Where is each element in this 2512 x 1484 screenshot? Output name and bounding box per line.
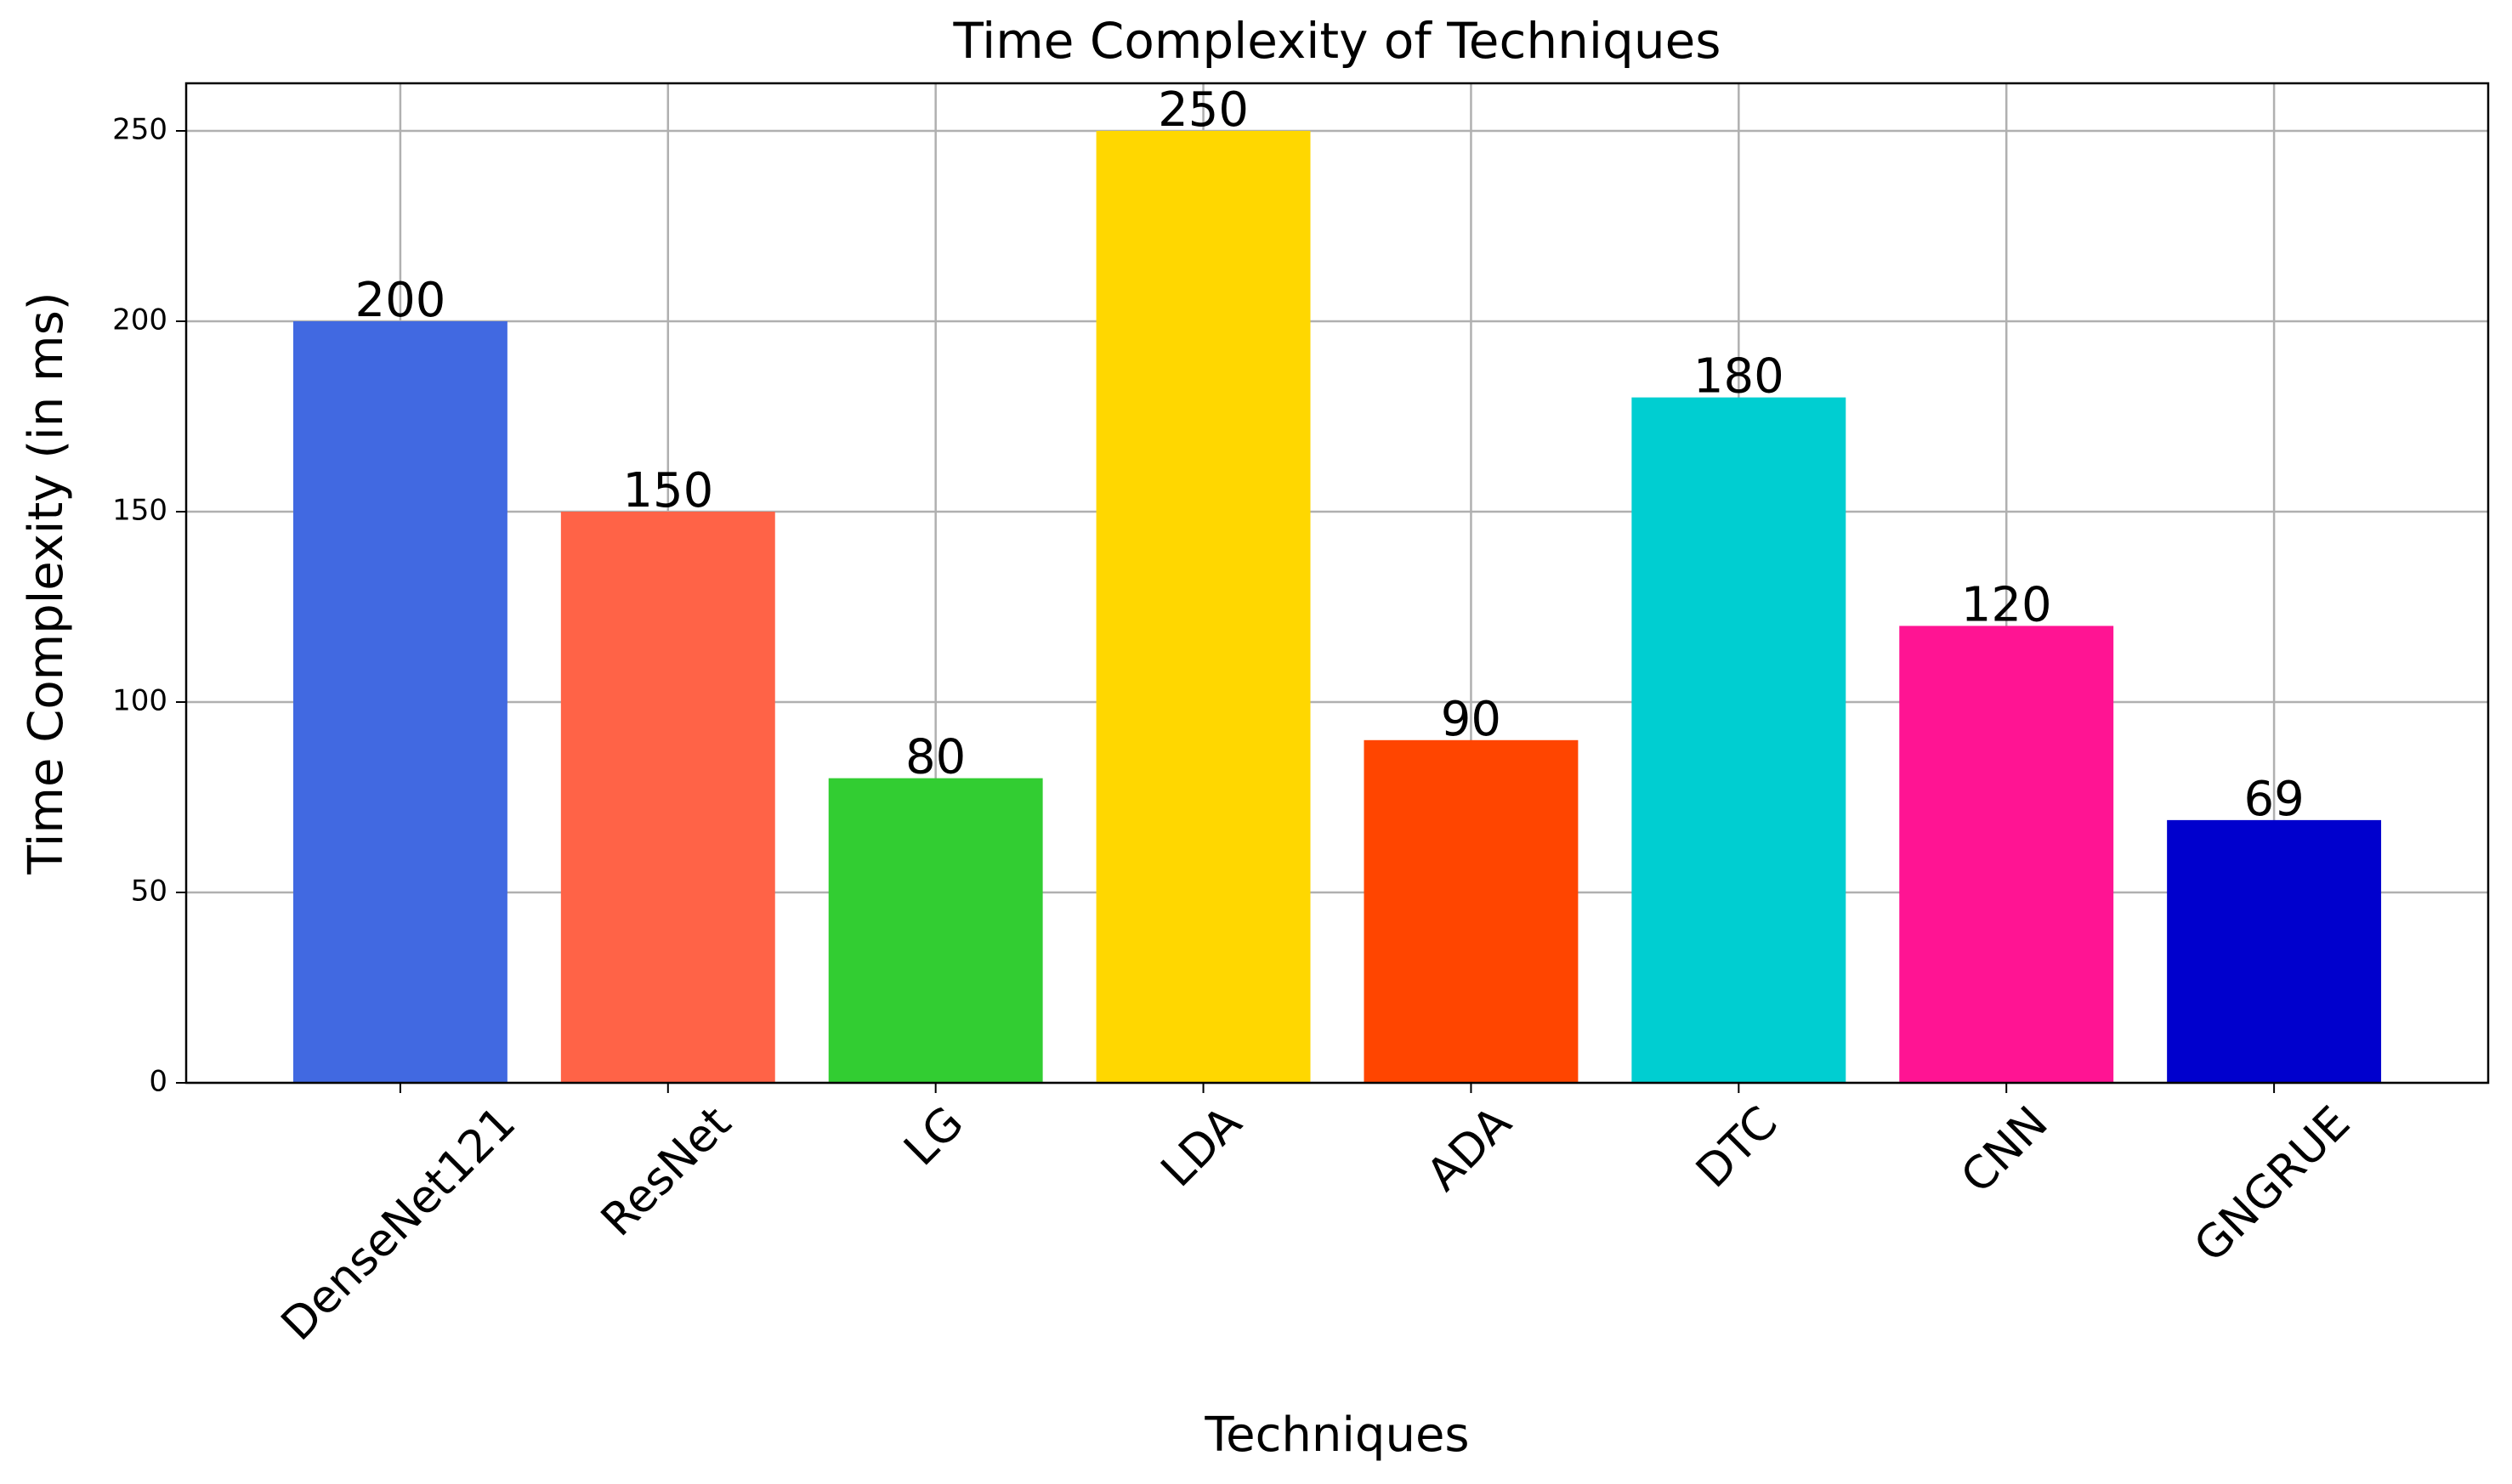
y-tick-label: 250: [112, 113, 167, 147]
bar: [1096, 131, 1311, 1083]
bar: [828, 778, 1043, 1083]
y-tick-label: 100: [112, 684, 167, 718]
y-tick-label: 200: [112, 303, 167, 337]
bar: [1899, 626, 2114, 1083]
chart-title: Time Complexity of Techniques: [953, 12, 1721, 70]
value-label: 200: [354, 273, 445, 328]
x-axis-label: Techniques: [1204, 1408, 1469, 1463]
y-tick-label: 0: [149, 1065, 167, 1099]
y-tick-label: 150: [112, 494, 167, 528]
value-label: 80: [905, 730, 966, 785]
value-label: 120: [1961, 577, 2052, 632]
value-label: 90: [1441, 692, 1501, 747]
value-label: 150: [622, 463, 713, 518]
plot-frame: [184, 82, 2490, 1085]
y-tick-label: 50: [131, 875, 167, 909]
bar: [560, 512, 775, 1083]
y-axis-label: Time Complexity (in ms): [19, 292, 74, 875]
value-label: 180: [1693, 349, 1784, 405]
value-label: 69: [2243, 772, 2304, 827]
value-label: 250: [1158, 82, 1249, 138]
bar: [292, 321, 508, 1083]
bar: [1631, 397, 1846, 1084]
bar: [1364, 739, 1579, 1083]
bar: [2167, 819, 2382, 1083]
